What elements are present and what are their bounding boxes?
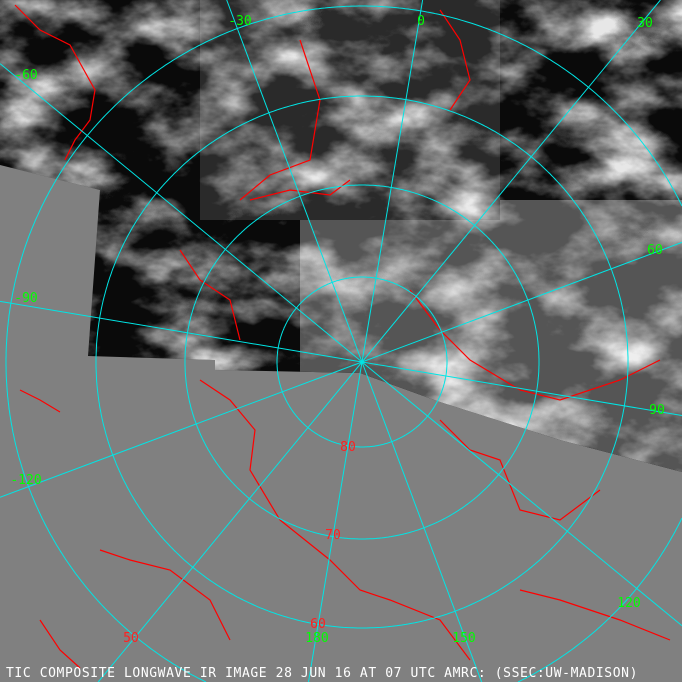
meridian-line — [97, 361, 363, 682]
meridian-line — [361, 0, 661, 363]
latitude-label: 70 — [325, 528, 341, 543]
meridian-line — [0, 300, 363, 363]
longitude-label: -30 — [228, 14, 251, 29]
longitude-label: 150 — [452, 631, 475, 646]
longitude-label: -60 — [14, 68, 37, 83]
satellite-data-region — [0, 0, 682, 472]
longitude-label: 0 — [417, 14, 425, 29]
latitude-circle — [5, 5, 682, 682]
longitude-label: -120 — [10, 473, 41, 488]
longitude-label: 60 — [647, 243, 663, 258]
longitude-label: 90 — [649, 403, 665, 418]
latitude-circle — [184, 184, 540, 540]
meridian-line — [361, 361, 483, 682]
meridian-line — [0, 361, 363, 498]
latitude-label: 60 — [310, 617, 326, 632]
latitude-circle — [95, 95, 629, 629]
longitude-label: 30 — [637, 16, 653, 31]
image-caption: TIC COMPOSITE LONGWAVE IR IMAGE 28 JUN 1… — [6, 666, 638, 681]
longitude-label: 180 — [305, 631, 328, 646]
meridian-line — [361, 0, 424, 363]
meridian-line — [226, 0, 363, 363]
latitude-label: 80 — [340, 440, 356, 455]
latitude-label: 50 — [123, 631, 139, 646]
latitude-circle — [276, 276, 448, 448]
longitude-label: 120 — [617, 596, 640, 611]
graticule-labels: 80 70 60 50 -30 0 30 -60 60 -90 90 -120 120 180 150 — [10, 14, 664, 646]
meridian-line — [0, 63, 363, 363]
meridian-line — [308, 361, 363, 682]
longitude-label: -90 — [14, 291, 37, 306]
meridian-line — [361, 241, 682, 363]
meridian-line — [361, 361, 682, 416]
meridian-line — [361, 361, 682, 627]
